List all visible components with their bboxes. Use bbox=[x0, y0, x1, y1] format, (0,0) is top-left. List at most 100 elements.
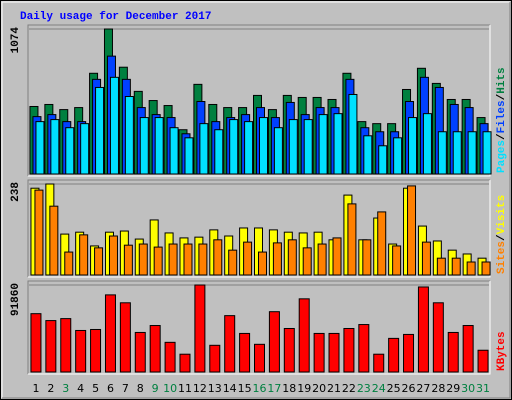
x-tick-label: 25 bbox=[387, 382, 401, 395]
x-tick-label: 14 bbox=[223, 382, 237, 395]
x-tick-label: 23 bbox=[357, 382, 371, 395]
bar bbox=[362, 239, 372, 276]
bar bbox=[436, 257, 446, 276]
bar bbox=[94, 247, 104, 276]
legend: Pages/Files/Hits bbox=[496, 67, 508, 173]
bar bbox=[313, 332, 325, 373]
bar bbox=[184, 137, 194, 175]
bar bbox=[30, 313, 42, 373]
x-tick-label: 21 bbox=[327, 382, 341, 395]
bar bbox=[481, 261, 491, 276]
bar bbox=[258, 251, 267, 276]
bar bbox=[378, 145, 388, 175]
x-tick-label: 5 bbox=[92, 382, 99, 395]
x-tick-label: 17 bbox=[267, 382, 281, 395]
bar bbox=[288, 119, 298, 175]
x-tick-label: 30 bbox=[461, 382, 475, 395]
bar bbox=[183, 243, 193, 276]
legend-separator: / bbox=[496, 133, 508, 140]
bar bbox=[259, 117, 268, 175]
bar bbox=[254, 343, 265, 373]
x-tick-label: 13 bbox=[208, 382, 222, 395]
x-tick-label: 19 bbox=[297, 382, 311, 395]
bar bbox=[437, 131, 447, 175]
bar bbox=[214, 129, 224, 175]
bar bbox=[224, 315, 236, 373]
bar bbox=[421, 241, 431, 276]
bar bbox=[302, 247, 312, 276]
x-tick-label: 18 bbox=[282, 382, 296, 395]
x-tick-label: 3 bbox=[62, 382, 69, 395]
bar bbox=[363, 135, 373, 175]
bar bbox=[49, 205, 59, 276]
bar bbox=[283, 327, 295, 373]
bar bbox=[377, 211, 387, 276]
bar bbox=[213, 239, 223, 276]
bar bbox=[168, 243, 178, 276]
bar bbox=[60, 318, 72, 373]
legend-entry: Visits bbox=[496, 195, 508, 235]
bar bbox=[79, 234, 89, 276]
legend-entry: Files bbox=[496, 100, 508, 133]
bar bbox=[392, 245, 402, 276]
plot-bevel bbox=[27, 179, 490, 277]
legend-separator: / bbox=[496, 93, 508, 100]
x-tick-label: 24 bbox=[372, 382, 386, 395]
bar bbox=[199, 123, 209, 175]
bar bbox=[124, 96, 134, 175]
x-tick-label: 26 bbox=[402, 382, 416, 395]
x-tick-label: 2 bbox=[47, 382, 54, 395]
legend: Sites/Visits bbox=[496, 195, 508, 274]
x-tick-label: 29 bbox=[446, 382, 460, 395]
x-tick-label: 7 bbox=[122, 382, 129, 395]
x-tick-label: 8 bbox=[137, 382, 144, 395]
bar bbox=[108, 235, 118, 276]
chart-title: Daily usage for December 2017 bbox=[20, 11, 211, 23]
x-tick-label: 22 bbox=[342, 382, 356, 395]
bar bbox=[482, 131, 492, 175]
bar bbox=[268, 311, 280, 373]
plot-bevel bbox=[27, 24, 490, 176]
bar bbox=[422, 113, 432, 175]
bar bbox=[45, 320, 57, 373]
bar bbox=[243, 241, 253, 276]
bar bbox=[333, 113, 343, 175]
bar bbox=[34, 189, 44, 276]
bar bbox=[303, 119, 313, 175]
bar bbox=[139, 117, 149, 175]
x-tick-label: 1 bbox=[32, 382, 39, 395]
x-tick-label: 4 bbox=[77, 382, 84, 395]
bar bbox=[417, 286, 429, 373]
bar bbox=[408, 117, 418, 175]
bar bbox=[467, 131, 477, 175]
bar bbox=[153, 246, 163, 276]
bar bbox=[119, 302, 131, 373]
bar bbox=[348, 93, 358, 175]
bar bbox=[198, 243, 208, 276]
bar bbox=[65, 127, 75, 175]
bar bbox=[244, 121, 254, 175]
bar bbox=[407, 185, 417, 276]
bar bbox=[239, 332, 251, 373]
y-tick-label: 91860 bbox=[10, 283, 22, 316]
x-tick-label: 12 bbox=[193, 382, 207, 395]
bar bbox=[272, 242, 282, 276]
bar bbox=[328, 332, 340, 373]
bar bbox=[123, 244, 133, 276]
plot-bevel bbox=[28, 281, 491, 375]
bar bbox=[432, 302, 444, 373]
bar bbox=[75, 329, 87, 373]
bar bbox=[109, 76, 119, 175]
x-tick-label: 9 bbox=[152, 382, 159, 395]
x-tick-label: 11 bbox=[178, 382, 192, 395]
plot-bevel bbox=[28, 25, 491, 177]
legend-entry: Pages bbox=[496, 140, 508, 173]
bar bbox=[104, 294, 116, 373]
bar bbox=[343, 327, 355, 373]
bar bbox=[388, 337, 400, 373]
bar bbox=[287, 239, 297, 276]
bar bbox=[95, 86, 105, 175]
